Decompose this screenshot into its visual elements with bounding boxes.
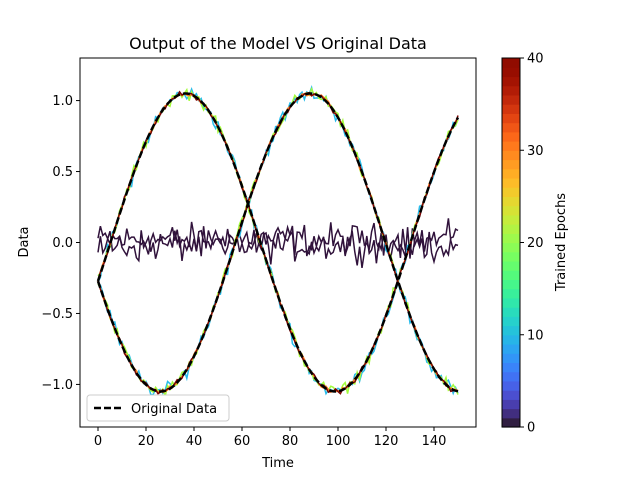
colorbar-segment-31: [502, 131, 520, 142]
plot-area: [79, 57, 477, 428]
colorbar-segment-23: [502, 205, 520, 216]
colorbar-segment-32: [502, 122, 520, 133]
colorbar-segment-11: [502, 316, 520, 327]
colorbar-segment-1: [502, 408, 520, 419]
x-tick-label-60: 60: [234, 434, 251, 449]
chart-title: Output of the Model VS Original Data: [129, 34, 427, 53]
x-tick-label-140: 140: [422, 434, 447, 449]
colorbar-segment-6: [502, 362, 520, 373]
colorbar-segment-29: [502, 150, 520, 161]
x-tick-label-120: 120: [374, 434, 399, 449]
colorbar-segment-25: [502, 187, 520, 197]
colorbar: 0 10 20 30 40: [501, 52, 544, 436]
colorbar-segment-26: [502, 177, 520, 188]
colorbar-segment-17: [502, 260, 520, 271]
model-output-epoch-0-line-1: [97, 224, 459, 269]
colorbar-segment-5: [502, 371, 520, 382]
colorbar-segment-35: [502, 94, 520, 105]
colorbar-label: Trained Epochs: [554, 193, 569, 292]
colorbar-segment-7: [502, 353, 520, 364]
colorbar-tick-label-0: 0: [527, 421, 535, 436]
colorbar-segment-9: [502, 334, 520, 345]
legend: Original Data: [86, 394, 230, 422]
colorbar-segment-21: [502, 224, 520, 234]
colorbar-tick-label-30: 30: [527, 144, 544, 159]
y-tick-label-4: 1.0: [52, 94, 73, 109]
y-tick-label-0: −1.0: [41, 378, 73, 393]
colorbar-segment-34: [502, 104, 520, 114]
colorbar-tick-label-20: 20: [527, 236, 544, 251]
colorbar-segment-8: [502, 343, 520, 354]
x-axis-label: Time: [261, 456, 294, 471]
colorbar-segment-15: [502, 279, 520, 290]
y-tick-label-2: 0.0: [52, 236, 73, 251]
colorbar-segment-16: [502, 270, 520, 280]
model-output-epoch-0-line-0: [97, 218, 459, 260]
colorbar-segment-30: [502, 141, 520, 151]
colorbar-segment-13: [502, 297, 520, 308]
colorbar-segment-12: [502, 307, 520, 317]
colorbar-segment-37: [502, 76, 520, 87]
colorbar-segment-0: [502, 417, 520, 428]
series-layer: [96, 84, 460, 399]
colorbar-segment-24: [502, 196, 520, 207]
original-data-line-0: [96, 92, 460, 393]
y-axis: −1.0 −0.5 0.0 0.5 1.0: [41, 94, 80, 393]
colorbar-segment-33: [502, 113, 520, 124]
colorbar-segment-20: [502, 233, 520, 244]
colorbar-segment-22: [502, 214, 520, 225]
original-data-line-1: [96, 92, 459, 393]
colorbar-segment-39: [502, 58, 520, 68]
colorbar-segment-38: [502, 67, 520, 78]
colorbar-segment-10: [502, 325, 520, 336]
x-tick-label-20: 20: [138, 434, 155, 449]
colorbar-segment-27: [502, 168, 520, 179]
colorbar-segment-19: [502, 242, 520, 253]
x-tick-label-0: 0: [94, 434, 102, 449]
colorbar-segment-36: [502, 85, 520, 96]
x-axis: 0 20 40 60 80 100 120 140: [94, 427, 447, 449]
x-tick-label-80: 80: [282, 434, 299, 449]
colorbar-segment-4: [502, 380, 520, 391]
colorbar-tick-label-40: 40: [527, 52, 544, 67]
colorbar-segment-14: [502, 288, 520, 299]
y-tick-label-1: −0.5: [41, 307, 73, 322]
colorbar-tick-label-10: 10: [527, 328, 544, 343]
y-axis-label: Data: [17, 226, 32, 257]
colorbar-segment-18: [502, 251, 520, 262]
legend-label-original-data: Original Data: [131, 402, 217, 417]
legend-box: [86, 394, 230, 422]
x-tick-label-40: 40: [186, 434, 203, 449]
colorbar-segment-2: [502, 399, 520, 410]
colorbar-segment-28: [502, 159, 520, 170]
y-tick-label-3: 0.5: [52, 165, 73, 180]
colorbar-segment-3: [502, 390, 520, 400]
x-tick-label-100: 100: [326, 434, 351, 449]
